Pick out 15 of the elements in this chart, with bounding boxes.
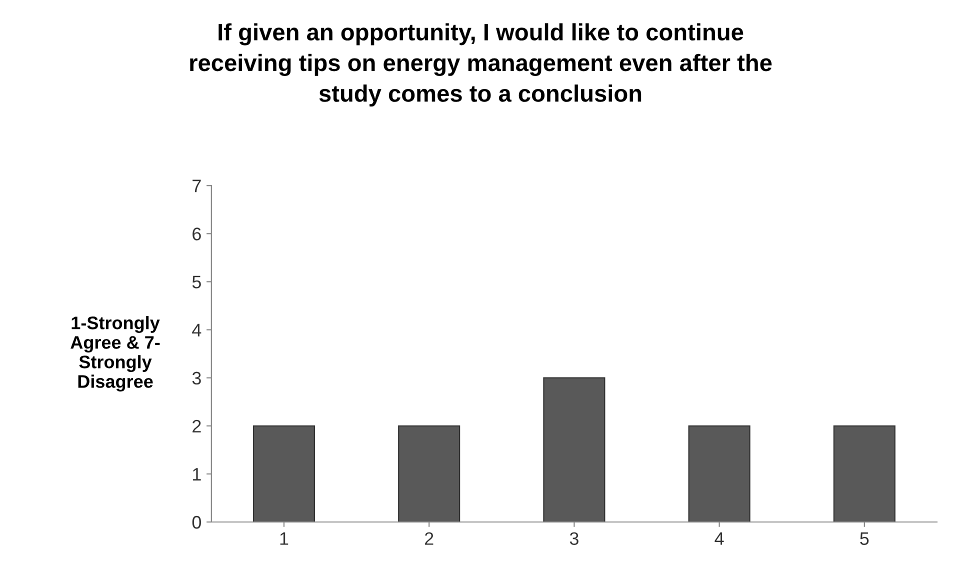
y-tick-label: 3 (192, 372, 201, 385)
x-tick-label: 1 (280, 532, 288, 545)
x-tick-label: 2 (424, 532, 434, 545)
y-axis-title: 1-Strongly Agree & 7- Strongly Disagree (70, 316, 160, 392)
chart-title: If given an opportunity, I would like to continue receiving tips on energy management even after the study comes to a conclusion (190, 23, 772, 107)
x-tick-label: 4 (714, 532, 724, 545)
y-tick-label: 4 (192, 324, 202, 336)
y-tick-label: 0 (192, 516, 201, 529)
x-tick-label: 5 (860, 532, 869, 545)
y-tick-label: 6 (192, 228, 201, 240)
x-tick-label: 3 (570, 532, 578, 545)
y-tick-label: 1 (193, 468, 201, 480)
y-tick-label: 7 (192, 180, 201, 192)
y-tick-label: 5 (192, 276, 201, 288)
y-tick-label: 2 (192, 420, 201, 432)
